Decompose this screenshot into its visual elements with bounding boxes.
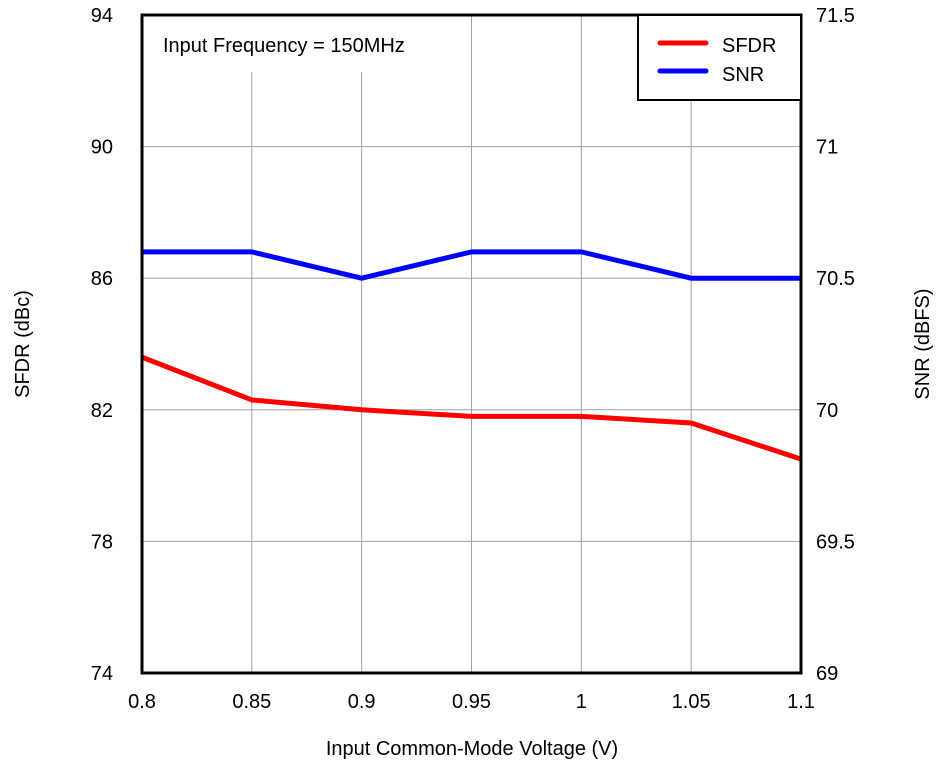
x-tick-label: 1.1 bbox=[787, 691, 815, 713]
legend-label-snr: SNR bbox=[722, 64, 764, 86]
y-right-tick-label: 71 bbox=[816, 137, 838, 159]
y-left-tick-label: 94 bbox=[91, 5, 113, 27]
y-right-tick-label: 69 bbox=[816, 663, 838, 685]
y-right-axis-label: SNR (dBFS) bbox=[912, 288, 934, 399]
y-right-tick-label: 70.5 bbox=[816, 268, 855, 290]
y-left-tick-label: 82 bbox=[91, 400, 113, 422]
x-tick-label: 0.85 bbox=[232, 691, 271, 713]
y-left-tick-label: 78 bbox=[91, 531, 113, 553]
x-tick-label: 1.05 bbox=[672, 691, 711, 713]
y-right-tick-labels: 69 69.5 70 70.5 71 71.5 bbox=[816, 5, 855, 685]
y-left-tick-labels: 74 78 82 86 90 94 bbox=[91, 5, 113, 685]
x-axis-label: Input Common-Mode Voltage (V) bbox=[326, 738, 618, 760]
x-tick-label: 0.8 bbox=[128, 691, 156, 713]
x-tick-labels: 0.8 0.85 0.9 0.95 1 1.05 1.1 bbox=[128, 691, 815, 713]
y-right-tick-label: 69.5 bbox=[816, 531, 855, 553]
annotation-text: Input Frequency = 150MHz bbox=[163, 35, 405, 57]
legend: SFDR SNR bbox=[637, 14, 802, 101]
legend-label-sfdr: SFDR bbox=[722, 35, 776, 57]
y-left-tick-label: 74 bbox=[91, 663, 113, 685]
x-tick-label: 1 bbox=[576, 691, 587, 713]
legend-box bbox=[637, 14, 802, 101]
grid-lines bbox=[142, 15, 801, 673]
plot-frame bbox=[140, 13, 803, 675]
y-right-tick-label: 70 bbox=[816, 400, 838, 422]
y-right-tick-label: 71.5 bbox=[816, 5, 855, 27]
y-left-tick-label: 90 bbox=[91, 137, 113, 159]
x-tick-label: 0.9 bbox=[348, 691, 376, 713]
y-left-axis-label: SFDR (dBc) bbox=[12, 290, 34, 398]
y-left-tick-label: 86 bbox=[91, 268, 113, 290]
x-tick-label: 0.95 bbox=[452, 691, 491, 713]
